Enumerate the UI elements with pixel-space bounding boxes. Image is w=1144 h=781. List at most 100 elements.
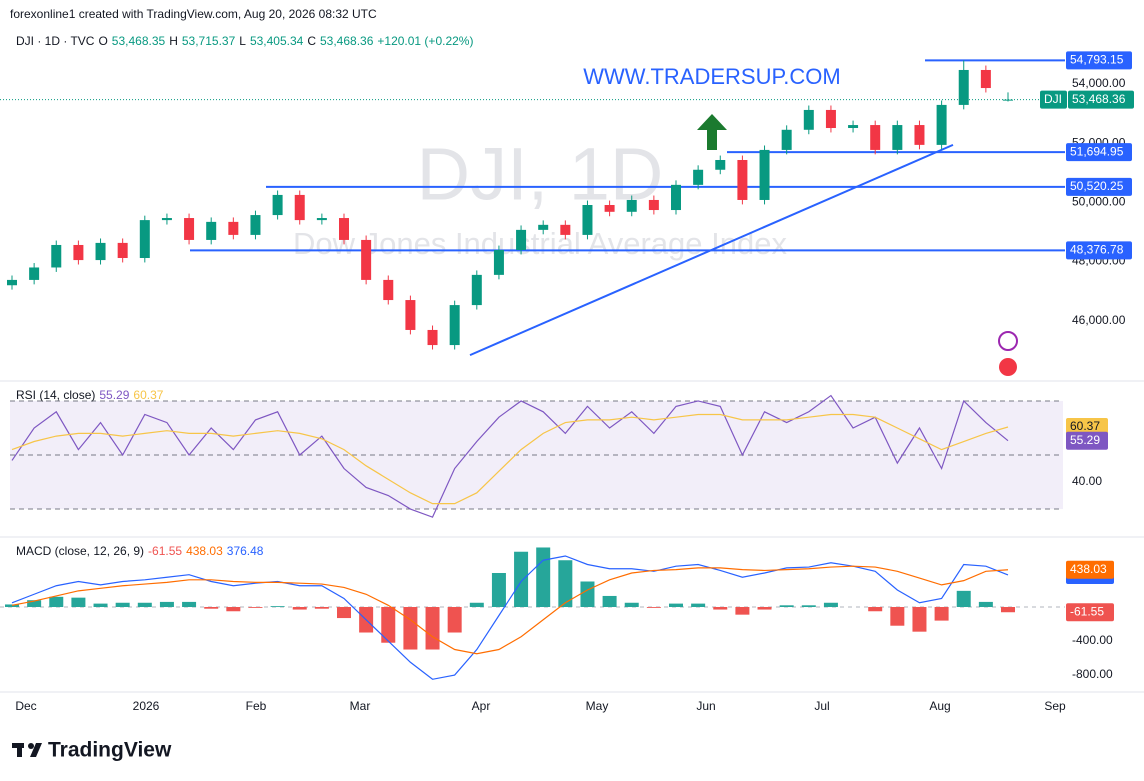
x-tick-label: May bbox=[586, 699, 609, 713]
legend: DJI · 1D · TVC O 53,468.35 H 53,715.37 L 53,40… bbox=[16, 34, 473, 48]
candle-body bbox=[73, 244, 84, 261]
histogram-bar bbox=[71, 597, 86, 608]
y-tick-label: 46,000.00 bbox=[1072, 313, 1126, 327]
brand-logo bbox=[12, 743, 42, 757]
histogram-bar bbox=[226, 607, 241, 612]
histogram-bar bbox=[646, 607, 661, 608]
value: 53,715.37 bbox=[182, 34, 236, 48]
candle-body bbox=[7, 279, 17, 286]
candle-body bbox=[161, 218, 172, 221]
last-price: 53,468.36 bbox=[1072, 92, 1126, 106]
candle-body bbox=[516, 229, 527, 251]
value-label: 60.37 bbox=[1070, 419, 1100, 433]
value-label-box bbox=[1066, 560, 1114, 579]
candle-body bbox=[206, 221, 217, 240]
histogram-bar bbox=[1001, 607, 1015, 613]
candle-body bbox=[184, 218, 195, 240]
histogram-bar bbox=[337, 607, 351, 619]
histogram-bar bbox=[934, 607, 949, 621]
legend: RSI (14, close) 55.29 60.37 bbox=[16, 388, 164, 402]
histogram-bar bbox=[735, 607, 750, 615]
histogram-bar bbox=[182, 601, 197, 608]
level-label: 54,793.15 bbox=[1070, 53, 1124, 67]
histogram-bar bbox=[403, 607, 418, 650]
y-tick-label: 54,000.00 bbox=[1072, 76, 1126, 90]
histogram-bar bbox=[713, 607, 728, 610]
indicator-line bbox=[11, 565, 1009, 655]
candle-body bbox=[294, 194, 305, 221]
candle-body bbox=[139, 220, 150, 259]
candle-body bbox=[671, 184, 681, 211]
last-symbol: DJI bbox=[1044, 92, 1062, 106]
value-label: 55.29 bbox=[1070, 433, 1100, 447]
histogram-bar bbox=[27, 600, 42, 608]
trendline bbox=[469, 143, 954, 357]
histogram-bar bbox=[536, 547, 551, 608]
x-tick-label: 2026 bbox=[133, 699, 160, 713]
value: 55.29 bbox=[99, 388, 129, 402]
histogram-bar bbox=[93, 603, 108, 608]
level-label: 50,520.25 bbox=[1070, 179, 1124, 193]
candle-body bbox=[715, 159, 726, 170]
candle-body bbox=[737, 159, 748, 200]
y-tick-label: -800.00 bbox=[1072, 667, 1113, 681]
x-tick-label: Jul bbox=[814, 699, 829, 713]
x-tick-label: Jun bbox=[696, 699, 715, 713]
y-tick-label: -400.00 bbox=[1072, 633, 1113, 647]
indicator-line bbox=[11, 413, 1009, 505]
brand: TradingView bbox=[48, 739, 172, 762]
candle-body bbox=[693, 169, 704, 185]
candle-body bbox=[405, 300, 416, 330]
candle-body bbox=[383, 279, 394, 301]
candle-body bbox=[316, 218, 327, 221]
indicator-line bbox=[11, 555, 1009, 680]
histogram-bar bbox=[890, 607, 905, 626]
candle-body bbox=[95, 242, 106, 261]
value: -61.55 bbox=[148, 544, 182, 558]
value: 53,405.34 bbox=[250, 34, 304, 48]
candle-body bbox=[870, 125, 881, 150]
candle-body bbox=[648, 199, 659, 211]
level-label: 51,694.95 bbox=[1070, 144, 1124, 158]
histogram-bar bbox=[580, 581, 595, 608]
histogram-bar bbox=[425, 607, 440, 650]
indicator-line bbox=[11, 394, 1009, 518]
histogram-bar bbox=[5, 604, 19, 608]
x-tick-label: Feb bbox=[246, 699, 267, 713]
candle-body bbox=[781, 129, 792, 150]
candle-body bbox=[892, 125, 903, 150]
y-tick-label: 40.00 bbox=[1072, 474, 1102, 488]
candle-body bbox=[803, 109, 814, 130]
histogram-bar bbox=[137, 602, 152, 608]
key: C bbox=[307, 34, 316, 48]
candle-body bbox=[449, 305, 460, 346]
level-label-box bbox=[1066, 241, 1132, 260]
candle-body bbox=[339, 218, 349, 240]
histogram-bar bbox=[912, 607, 927, 632]
value: 438.03 bbox=[186, 544, 223, 558]
histogram-bar bbox=[381, 607, 396, 643]
candle-body bbox=[361, 239, 372, 280]
site-watermark: WWW.TRADERSUP.COM bbox=[583, 64, 840, 89]
value-label: -61.55 bbox=[1070, 604, 1104, 618]
histogram-bar bbox=[292, 607, 307, 610]
histogram-bar bbox=[248, 607, 263, 608]
histogram-bar bbox=[823, 602, 838, 608]
candle-body bbox=[250, 215, 261, 235]
histogram-bar bbox=[204, 607, 219, 609]
key: H bbox=[169, 34, 178, 48]
icon bbox=[998, 331, 1018, 351]
x-tick-label: Dec bbox=[15, 699, 36, 713]
x-tick-label: Sep bbox=[1044, 699, 1066, 713]
candle-body bbox=[538, 224, 549, 230]
candle-body bbox=[958, 69, 969, 105]
symbol: DJI · 1D · TVC bbox=[16, 34, 95, 48]
value: 53,468.36 bbox=[320, 34, 374, 48]
candle-body bbox=[759, 149, 770, 200]
histogram-bar bbox=[270, 606, 285, 608]
candle-body bbox=[560, 224, 571, 235]
histogram-bar bbox=[602, 595, 617, 608]
indicator-title: MACD (close, 12, 26, 9) bbox=[16, 544, 144, 558]
last-price-box bbox=[1068, 90, 1134, 109]
